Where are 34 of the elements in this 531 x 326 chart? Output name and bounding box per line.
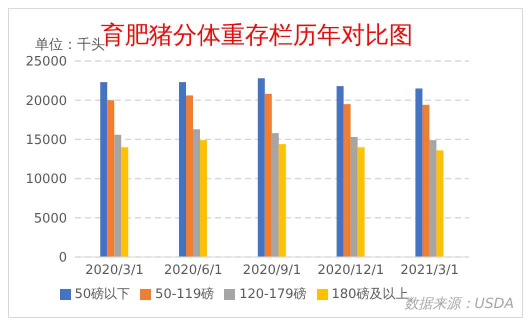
- legend-label: 120-179磅: [239, 287, 307, 302]
- bar: [350, 137, 358, 257]
- bar: [200, 140, 208, 257]
- bar: [436, 150, 444, 257]
- y-tick-label: 10000: [26, 172, 67, 188]
- bar: [258, 78, 265, 257]
- x-tick-label: 2020/3/1: [85, 263, 144, 278]
- x-tick-label: 2020/9/1: [242, 263, 302, 278]
- bar: [107, 100, 114, 257]
- bar: [114, 134, 122, 257]
- legend-label: 50-119磅: [155, 287, 214, 302]
- x-tick-label: 2020/12/1: [317, 263, 384, 278]
- y-tick-label: 15000: [26, 133, 67, 148]
- y-tick-label: 5000: [34, 211, 67, 226]
- bar: [272, 133, 279, 257]
- bar: [415, 88, 422, 257]
- x-tick-label: 2021/3/1: [400, 263, 459, 278]
- bar: [186, 95, 194, 257]
- bar: [344, 104, 351, 257]
- bar: [121, 147, 128, 257]
- bar: [336, 86, 344, 257]
- bar: [278, 144, 286, 257]
- bar: [358, 147, 365, 257]
- y-tick-label: 20000: [26, 94, 67, 109]
- bar: [179, 82, 186, 257]
- y-tick-label: 25000: [26, 54, 67, 70]
- legend-label: 50磅以下: [74, 287, 130, 302]
- bar: [422, 104, 430, 257]
- bar: [193, 129, 200, 257]
- bar: [429, 140, 436, 257]
- y-tick-label: 0: [58, 250, 67, 266]
- x-tick-label: 2020/6/1: [164, 263, 222, 278]
- bar: [100, 82, 108, 257]
- bar: [264, 94, 272, 257]
